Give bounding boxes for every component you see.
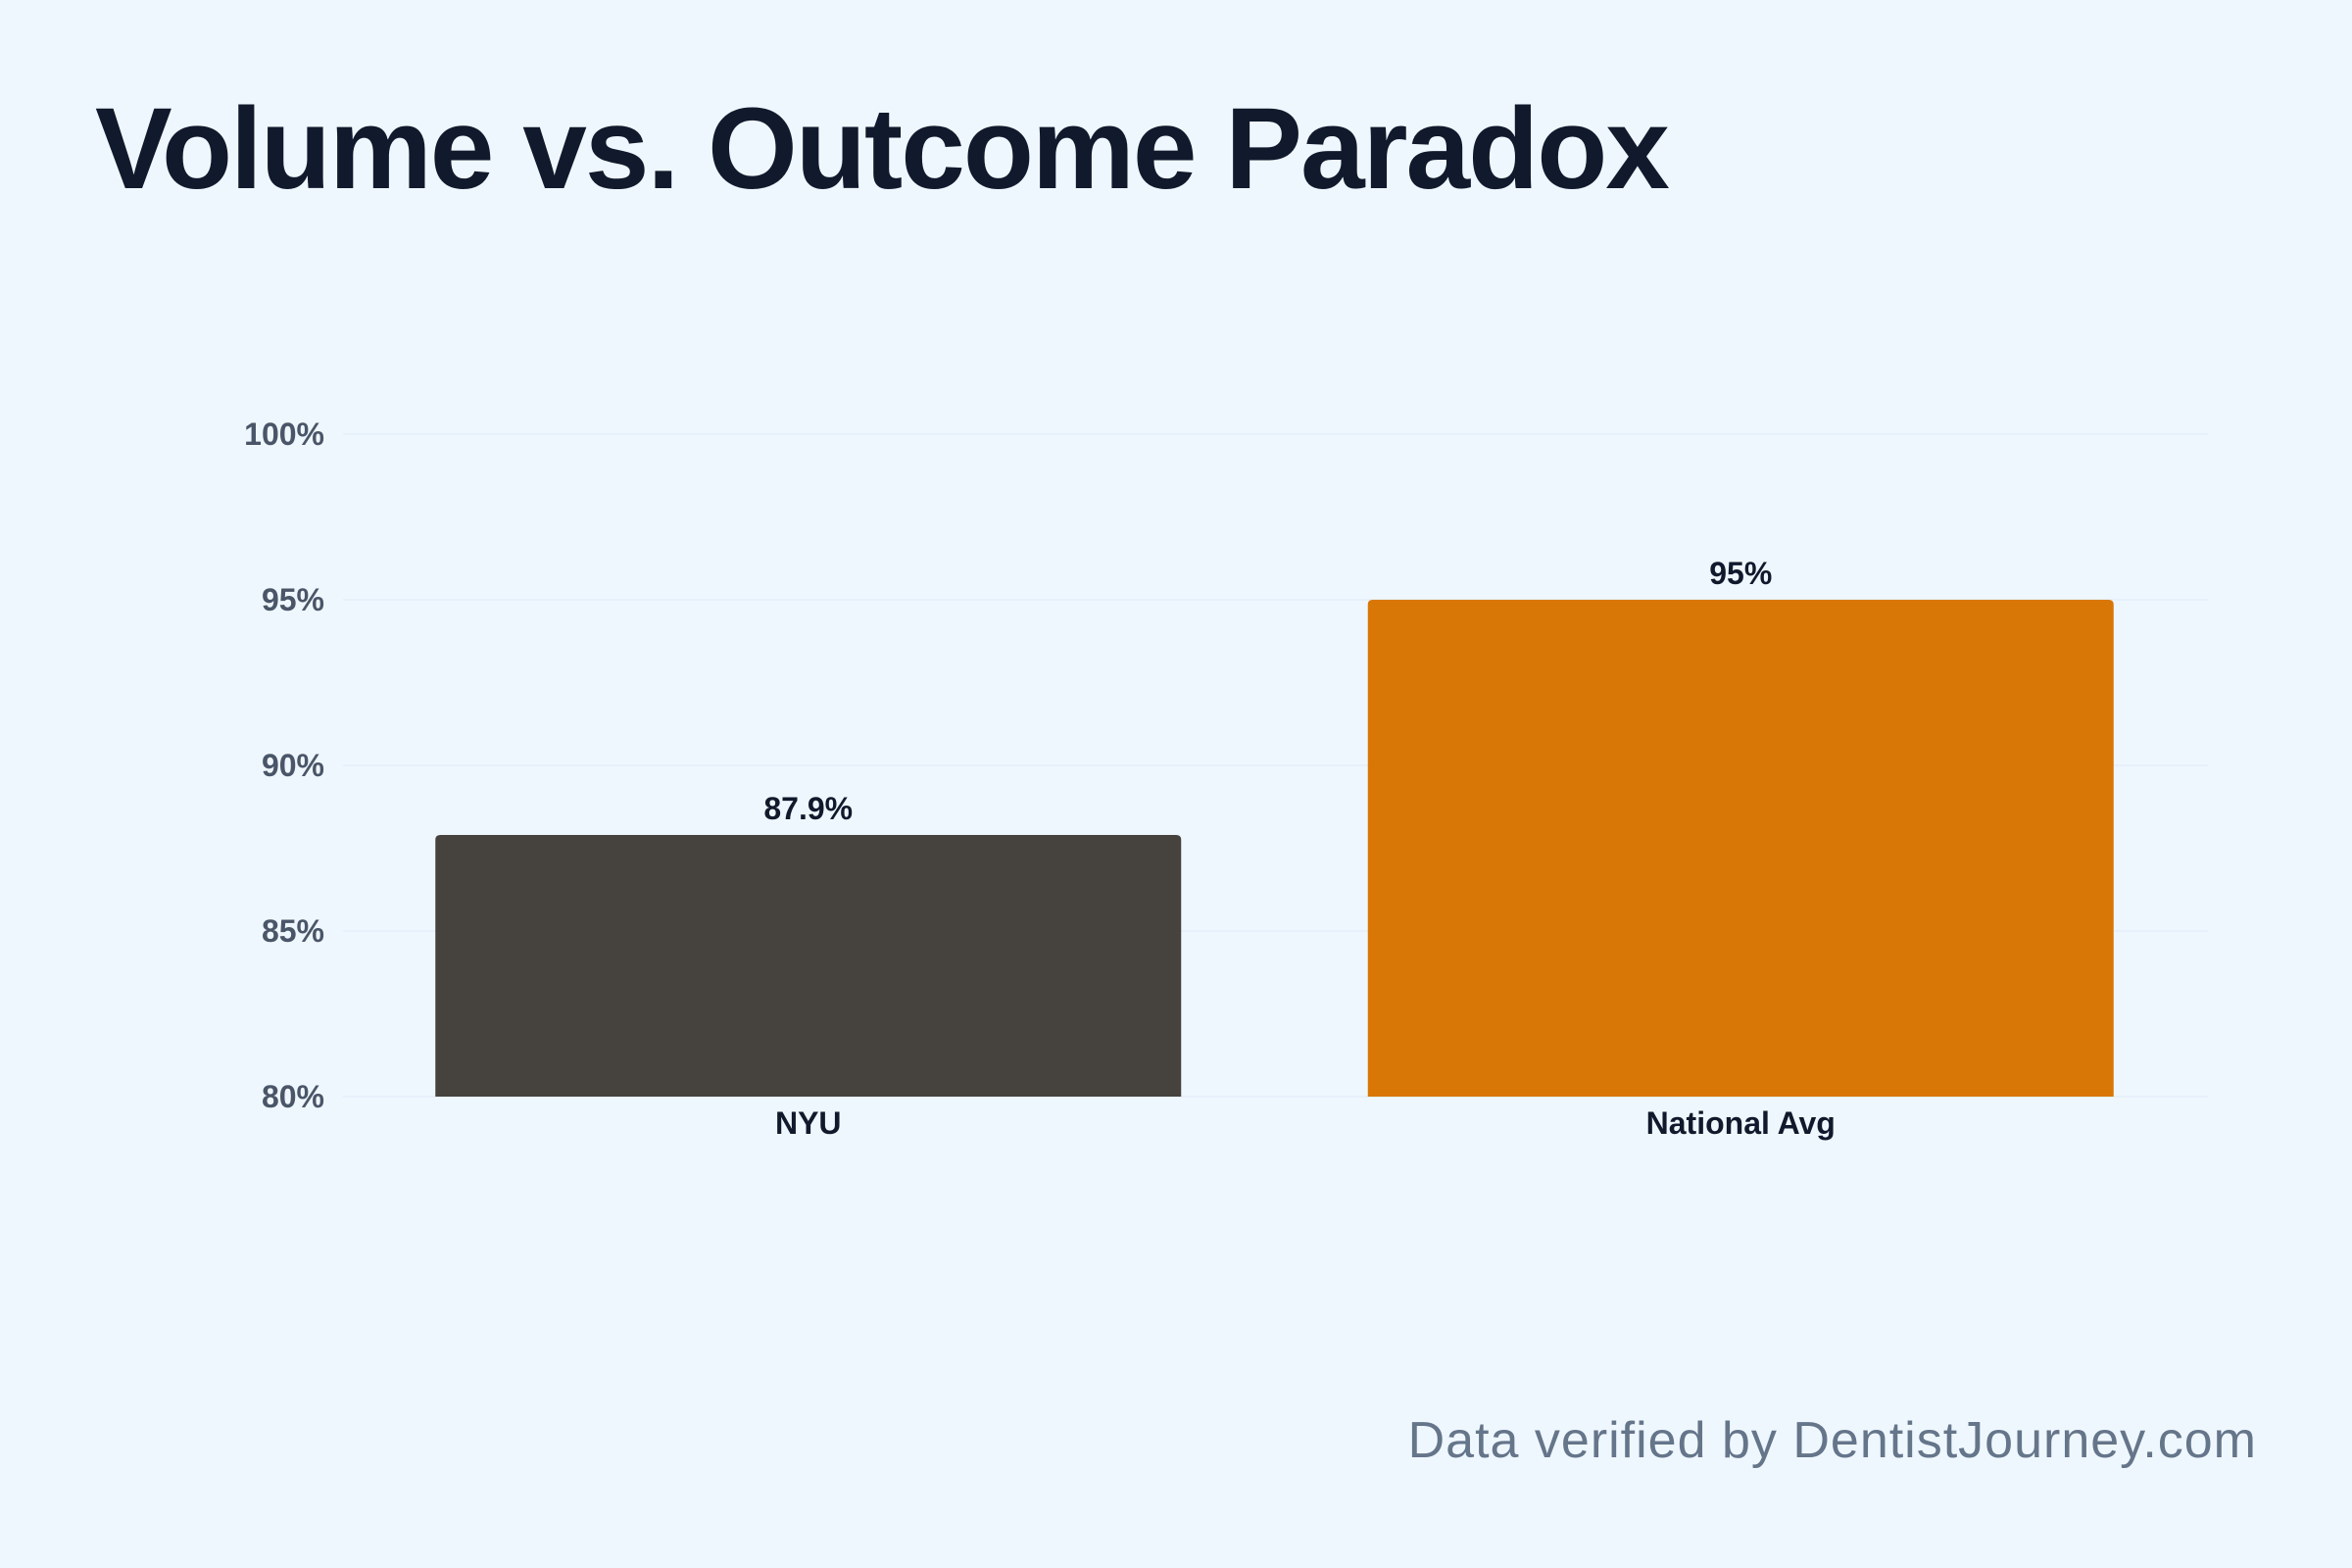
bar-nyu (435, 834, 1182, 1097)
x-category-label: National Avg (1646, 1105, 1836, 1141)
x-axis-categories: NYU National Avg (775, 1105, 1836, 1141)
source-footer: Data verified by DentistJourney.com (1407, 1412, 2257, 1469)
bar-value-label: 87.9% (763, 791, 853, 826)
x-category-label: NYU (775, 1105, 842, 1141)
y-tick-label: 100% (244, 416, 324, 452)
bar-value-label: 95% (1709, 556, 1772, 591)
y-axis-ticks: 80% 85% 90% 95% 100% (244, 416, 324, 1114)
bar-national-avg (1367, 600, 2114, 1097)
bars (435, 600, 2114, 1097)
y-tick-label: 90% (262, 748, 324, 783)
chart-title: Volume vs. Outcome Paradox (95, 84, 1670, 214)
data-labels: 87.9% 95% (763, 556, 1772, 826)
y-tick-label: 80% (262, 1079, 324, 1114)
y-tick-label: 95% (262, 582, 324, 617)
y-tick-label: 85% (262, 913, 324, 949)
